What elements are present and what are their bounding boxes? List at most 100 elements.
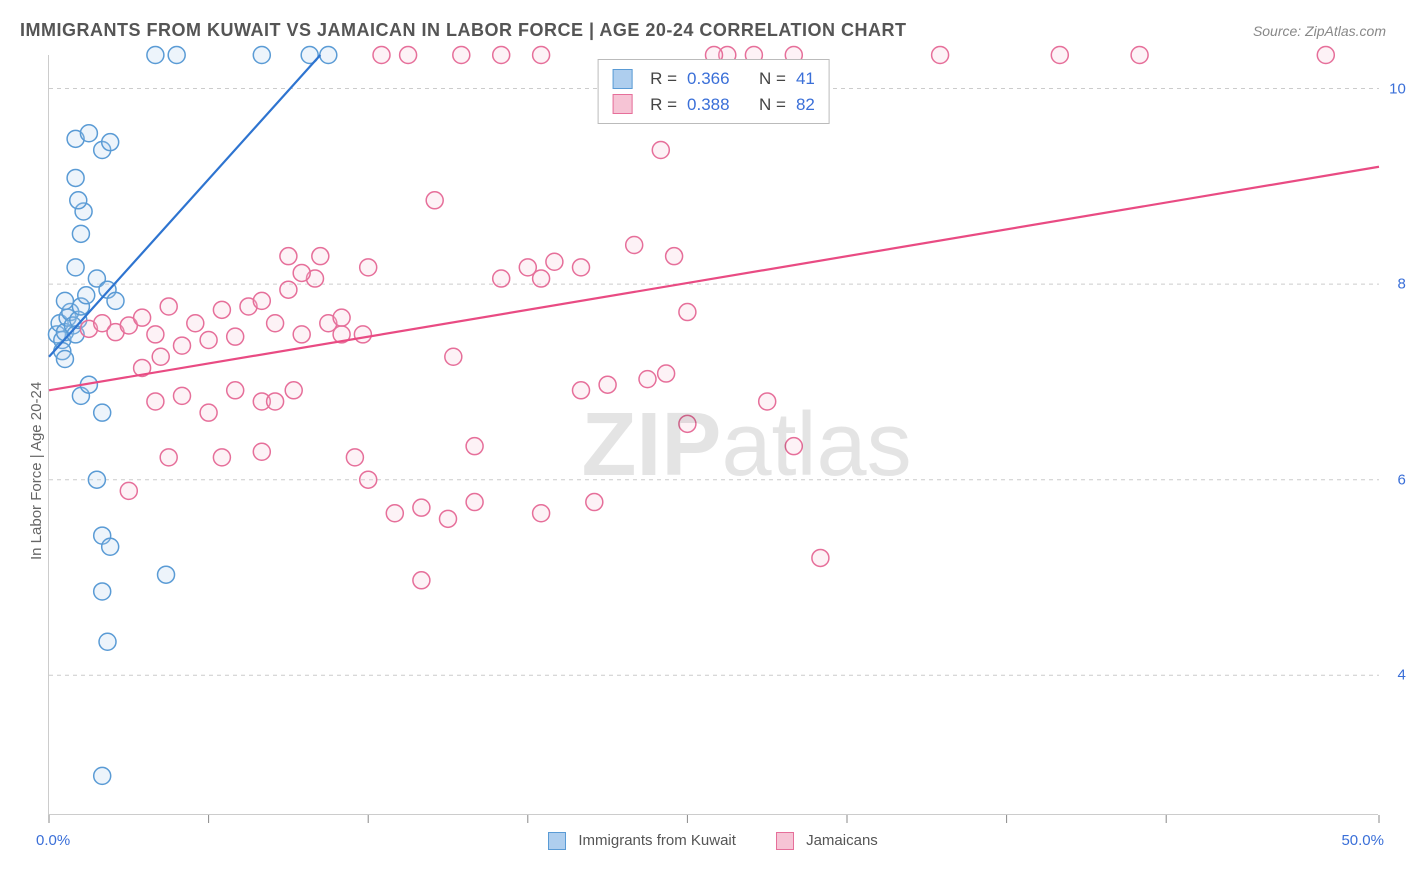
- chart-source: Source: ZipAtlas.com: [1253, 23, 1386, 39]
- data-point: [1131, 47, 1148, 64]
- data-point: [373, 47, 390, 64]
- data-point: [586, 494, 603, 511]
- data-point: [67, 259, 84, 276]
- data-point: [80, 125, 97, 142]
- data-point: [147, 326, 164, 343]
- stats-n-value-0: 41: [796, 66, 815, 92]
- legend-swatch-kuwait: [548, 832, 566, 850]
- y-tick-label: 65.0%: [1397, 471, 1406, 488]
- data-point: [147, 47, 164, 64]
- data-point: [426, 192, 443, 209]
- data-point: [360, 259, 377, 276]
- data-point: [759, 393, 776, 410]
- data-point: [94, 404, 111, 421]
- legend-label-kuwait: Immigrants from Kuwait: [578, 832, 736, 849]
- stats-n-value-1: 82: [796, 92, 815, 118]
- data-point: [466, 438, 483, 455]
- data-point: [346, 449, 363, 466]
- data-point: [533, 270, 550, 287]
- data-point: [280, 281, 297, 298]
- data-point: [174, 337, 191, 354]
- x-axis-row: 0.0% 50.0% Immigrants from Kuwait Jamaic…: [48, 832, 1378, 858]
- data-point: [102, 134, 119, 151]
- data-point: [546, 253, 563, 270]
- chart-title: IMMIGRANTS FROM KUWAIT VS JAMAICAN IN LA…: [20, 20, 907, 41]
- data-point: [227, 382, 244, 399]
- data-point: [293, 326, 310, 343]
- data-point: [88, 471, 105, 488]
- data-point: [312, 248, 329, 265]
- data-point: [812, 549, 829, 566]
- stats-row-jamaicans: R = 0.388 N = 82: [612, 92, 815, 118]
- data-point: [493, 270, 510, 287]
- data-point: [107, 292, 124, 309]
- data-point: [440, 510, 457, 527]
- data-point: [72, 225, 89, 242]
- swatch-jamaicans: [612, 94, 632, 114]
- data-point: [445, 348, 462, 365]
- data-point: [152, 348, 169, 365]
- data-point: [413, 499, 430, 516]
- data-point: [400, 47, 417, 64]
- data-point: [639, 371, 656, 388]
- data-point: [666, 248, 683, 265]
- legend-item-kuwait: Immigrants from Kuwait: [548, 832, 736, 850]
- stats-legend: R = 0.366 N = 41 R = 0.388 N = 82: [597, 59, 830, 124]
- data-point: [267, 393, 284, 410]
- legend-swatch-jamaicans: [776, 832, 794, 850]
- data-point: [785, 438, 802, 455]
- data-point: [280, 248, 297, 265]
- legend-item-jamaicans: Jamaicans: [776, 832, 878, 850]
- stats-r-value-1: 0.388: [687, 92, 730, 118]
- data-point: [599, 376, 616, 393]
- data-point: [1317, 47, 1334, 64]
- data-point: [493, 47, 510, 64]
- data-point: [213, 301, 230, 318]
- data-point: [56, 351, 73, 368]
- data-point: [213, 449, 230, 466]
- data-point: [293, 264, 310, 281]
- data-point: [932, 47, 949, 64]
- chart-header: IMMIGRANTS FROM KUWAIT VS JAMAICAN IN LA…: [20, 20, 1386, 41]
- data-point: [573, 259, 590, 276]
- data-point: [120, 482, 137, 499]
- data-point: [333, 309, 350, 326]
- stats-r-label-1: R =: [650, 92, 677, 118]
- data-point: [70, 192, 87, 209]
- plot-area: ZIPatlas R = 0.366 N = 41 R = 0.388 N = …: [48, 55, 1378, 815]
- y-tick-label: 100.0%: [1389, 80, 1406, 97]
- data-point: [533, 47, 550, 64]
- stats-row-kuwait: R = 0.366 N = 41: [612, 66, 815, 92]
- data-point: [360, 471, 377, 488]
- data-point: [354, 326, 371, 343]
- y-axis-label: In Labor Force | Age 20-24: [28, 382, 45, 560]
- data-point: [253, 292, 270, 309]
- stats-n-label-0: N =: [759, 66, 786, 92]
- stats-r-value-0: 0.366: [687, 66, 730, 92]
- data-point: [652, 142, 669, 159]
- data-point: [253, 443, 270, 460]
- stats-r-label-0: R =: [650, 66, 677, 92]
- data-point: [626, 237, 643, 254]
- data-point: [573, 382, 590, 399]
- y-tick-label: 47.5%: [1397, 667, 1406, 684]
- stats-n-label-1: N =: [759, 92, 786, 118]
- data-point: [102, 538, 119, 555]
- data-point: [253, 47, 270, 64]
- data-point: [174, 387, 191, 404]
- data-point: [267, 315, 284, 332]
- data-point: [134, 309, 151, 326]
- data-point: [679, 415, 696, 432]
- data-point: [160, 298, 177, 315]
- data-point: [168, 47, 185, 64]
- data-point: [187, 315, 204, 332]
- data-point: [78, 287, 95, 304]
- data-point: [200, 404, 217, 421]
- data-point: [1051, 47, 1068, 64]
- data-point: [320, 47, 337, 64]
- bottom-legend: Immigrants from Kuwait Jamaicans: [48, 832, 1378, 850]
- data-point: [227, 328, 244, 345]
- data-point: [386, 505, 403, 522]
- data-point: [200, 332, 217, 349]
- legend-label-jamaicans: Jamaicans: [806, 832, 878, 849]
